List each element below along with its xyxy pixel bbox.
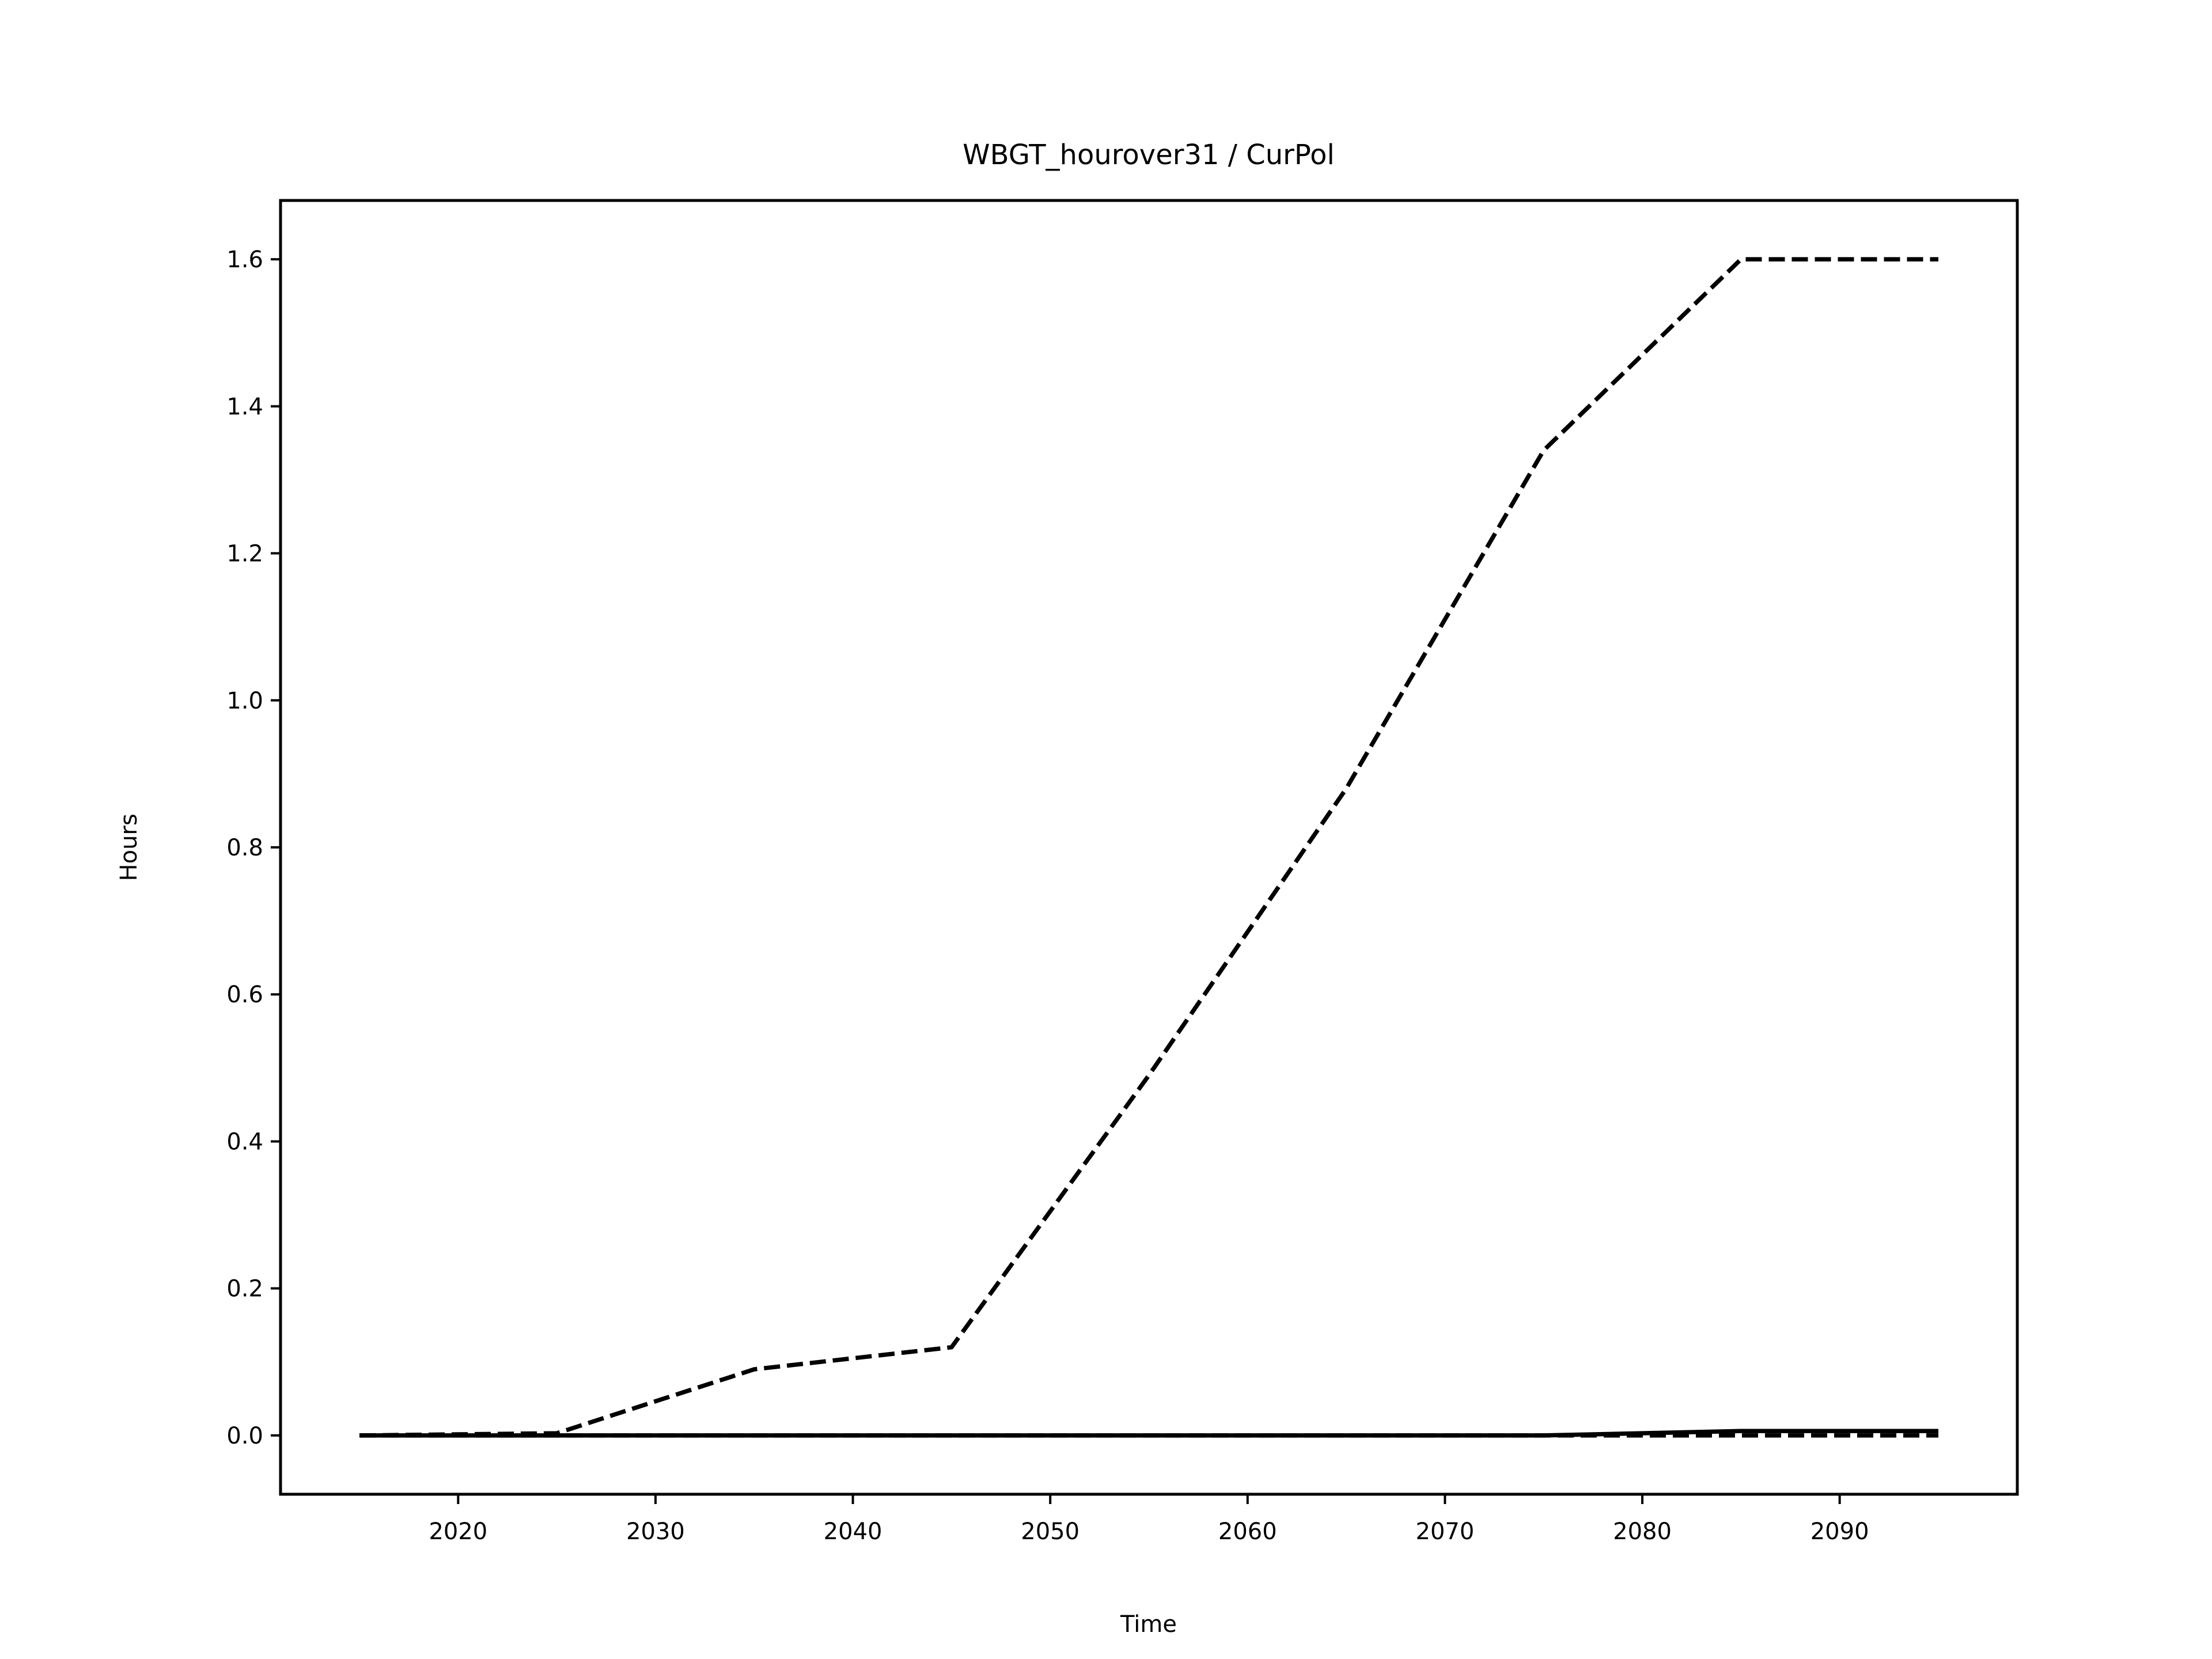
x-tick-label: 2050 bbox=[1021, 1518, 1080, 1545]
y-tick-label: 0.2 bbox=[226, 1276, 263, 1302]
x-axis-label: Time bbox=[1120, 1611, 1177, 1638]
y-tick-label: 1.2 bbox=[226, 541, 263, 567]
x-tick-label: 2070 bbox=[1416, 1518, 1475, 1545]
x-tick-label: 2020 bbox=[429, 1518, 487, 1545]
x-tick-label: 2040 bbox=[824, 1518, 882, 1545]
y-axis-label: Hours bbox=[116, 813, 142, 881]
y-tick-label: 0.0 bbox=[226, 1423, 263, 1449]
x-tick-label: 2030 bbox=[626, 1518, 685, 1545]
x-tick-label: 2060 bbox=[1218, 1518, 1277, 1545]
y-tick-label: 1.6 bbox=[226, 247, 263, 273]
y-tick-label: 1.0 bbox=[226, 688, 263, 714]
plot-frame bbox=[279, 199, 2019, 1496]
y-tick-label: 0.4 bbox=[226, 1128, 263, 1155]
x-tick-label: 2090 bbox=[1810, 1518, 1869, 1545]
x-tick-label: 2080 bbox=[1613, 1518, 1672, 1545]
plot-lines bbox=[359, 257, 1938, 1438]
y-axis: 0.0 0.2 0.4 0.6 0.8 1.0 1.2 1.4 1.6 bbox=[226, 247, 281, 1449]
chart-title: WBGT_hourover31 / CurPol bbox=[963, 139, 1335, 171]
y-tick-label: 0.8 bbox=[226, 835, 263, 861]
y-tick-label: 1.4 bbox=[226, 393, 263, 420]
y-tick-label: 0.6 bbox=[226, 982, 263, 1008]
series-line-1 bbox=[359, 257, 1938, 1438]
x-axis: 2020 2030 2040 2050 2060 2070 2080 2090 bbox=[429, 1494, 1869, 1545]
